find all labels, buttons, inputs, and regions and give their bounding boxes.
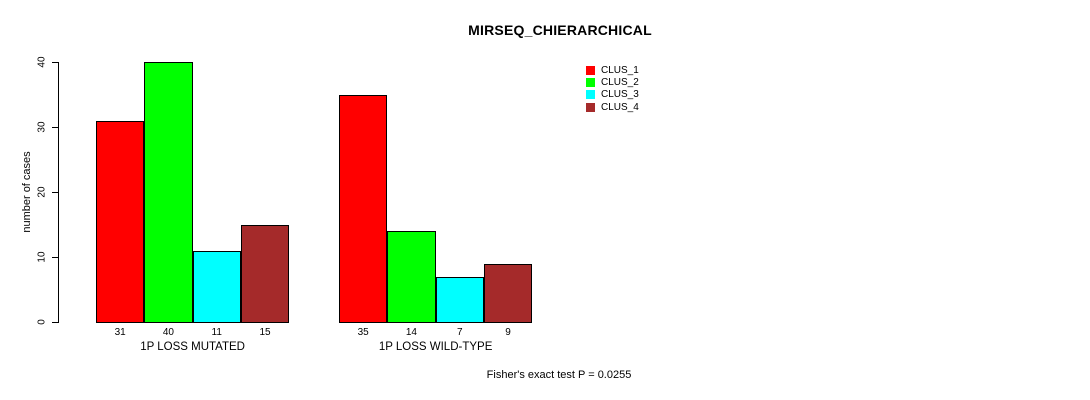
bar-value-label: 40 [162,327,174,338]
legend-label: CLUS_3 [601,89,639,101]
bar-clus-3-group-2 [435,276,484,323]
bar-value-label: 14 [405,327,417,338]
chart-title: MIRSEQ_CHIERARCHICAL [468,22,652,38]
y-tick [52,127,59,128]
y-tick [52,322,59,323]
legend-entry-clus-3: CLUS_3 [586,89,639,101]
fisher-test-annotation: Fisher's exact test P = 0.0255 [486,369,632,381]
y-tick [52,257,59,258]
legend-swatch-clus-4 [586,102,595,112]
bar-clus-1-group-1 [96,120,145,323]
bar-value-label: 11 [211,327,222,338]
bar-clus-1-group-2 [339,94,388,323]
legend-entry-clus-4: CLUS_4 [586,101,639,113]
y-tick-label: 0 [36,319,48,325]
bar-clus-4-group-2 [483,263,533,323]
legend-swatch-clus-1 [586,65,595,75]
bar-clus-3-group-1 [192,250,241,323]
legend-swatch-clus-2 [586,77,595,87]
bar-clus-2-group-2 [387,231,436,323]
y-tick-label: 20 [36,186,48,198]
legend-label: CLUS_1 [601,64,639,76]
bar-value-label: 9 [505,327,511,338]
legend-label: CLUS_2 [601,76,639,88]
bar-value-label: 31 [114,327,126,338]
y-axis-label: number of cases [21,151,33,233]
legend-swatch-clus-3 [586,90,595,100]
group-label-2: 1P LOSS WILD-TYPE [378,341,493,353]
bar-value-label: 7 [456,327,463,338]
legend-label: CLUS_4 [601,101,639,113]
y-tick-label: 40 [36,56,48,68]
group-label-1: 1P LOSS MUTATED [140,341,245,353]
legend-entry-clus-1: CLUS_1 [586,64,639,76]
y-tick [52,192,59,193]
y-tick-label: 10 [36,251,48,263]
bar-value-label: 35 [357,327,369,338]
y-tick [52,62,59,63]
y-tick-label: 30 [36,121,48,133]
legend: CLUS_1 CLUS_2 CLUS_3 CLUS_4 [586,64,639,113]
bar-clus-4-group-1 [240,224,290,323]
legend-entry-clus-2: CLUS_2 [586,76,639,88]
bar-clus-2-group-1 [144,62,193,323]
bar-value-label: 15 [259,327,271,338]
